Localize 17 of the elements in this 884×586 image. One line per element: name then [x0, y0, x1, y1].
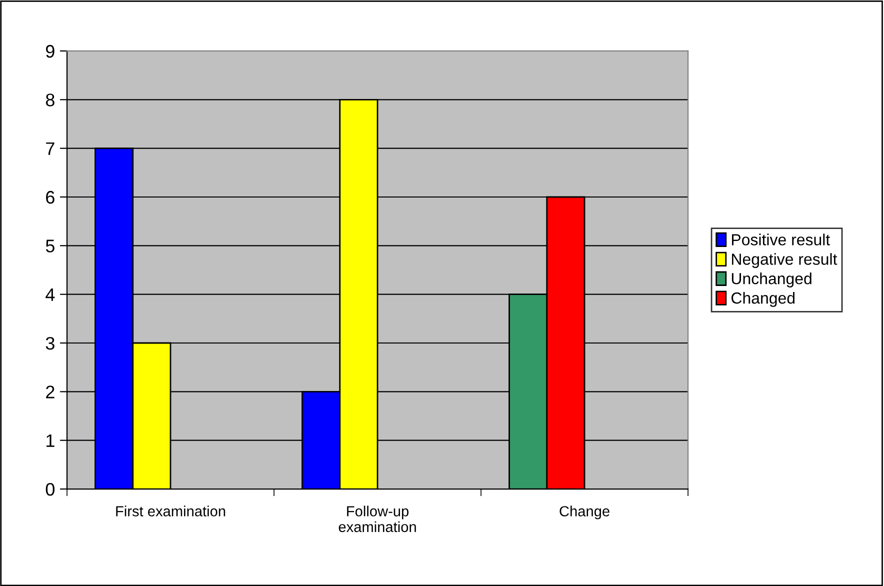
- y-tick-label: 4: [46, 288, 55, 301]
- y-tick-label: 2: [46, 386, 54, 398]
- y-tick-label: 3: [46, 336, 54, 350]
- x-tick-label: First examination: [116, 506, 226, 516]
- legend-label: Changed: [732, 292, 794, 307]
- y-tick-label: 1: [46, 434, 54, 447]
- y-tick-label: 7: [46, 142, 54, 155]
- y-tick-label: 0: [46, 482, 54, 496]
- x-tick-label: Change: [560, 506, 610, 520]
- y-tick-label: 6: [46, 190, 54, 204]
- y-tick-label: 5: [46, 240, 54, 252]
- y-tick-label: 8: [46, 94, 54, 106]
- x-tick-label: Follow-up examination: [338, 506, 416, 532]
- y-tick-label: 9: [46, 44, 54, 58]
- legend-label: Negative result: [732, 253, 838, 268]
- legend-label: Unchanged: [732, 272, 812, 288]
- legend-label: Positive result: [732, 234, 830, 246]
